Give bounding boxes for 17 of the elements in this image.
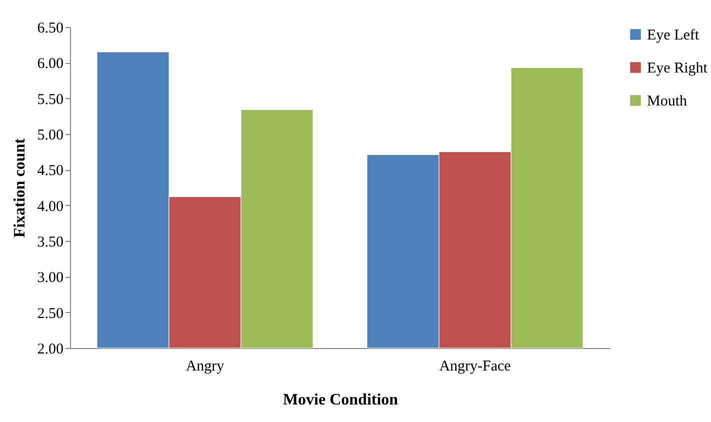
y-tick-label: 2.50 bbox=[37, 306, 64, 322]
y-tick-label: 4.50 bbox=[37, 163, 64, 180]
x-tick-label: Angry-Face bbox=[439, 358, 512, 374]
y-tick-label: 6.00 bbox=[37, 56, 64, 72]
y-tick-label: 3.00 bbox=[37, 270, 64, 286]
y-tick-label: 4.00 bbox=[37, 198, 64, 215]
y-tick-label: 5.50 bbox=[37, 92, 64, 108]
y-tick-label: 5.00 bbox=[37, 128, 64, 144]
y-tick-label: 6.50 bbox=[37, 20, 64, 36]
x-tick-label: Angry bbox=[186, 358, 225, 374]
y-tick-label: 3.50 bbox=[37, 234, 64, 250]
y-tick-label: 2.00 bbox=[37, 342, 64, 358]
legend-label: Eye Right bbox=[647, 60, 708, 76]
legend-label: Eye Left bbox=[647, 28, 700, 44]
legend-label: Mouth bbox=[647, 94, 688, 110]
x-axis-title: Movie Condition bbox=[282, 392, 398, 408]
y-axis-title: Fixation count bbox=[11, 138, 28, 238]
